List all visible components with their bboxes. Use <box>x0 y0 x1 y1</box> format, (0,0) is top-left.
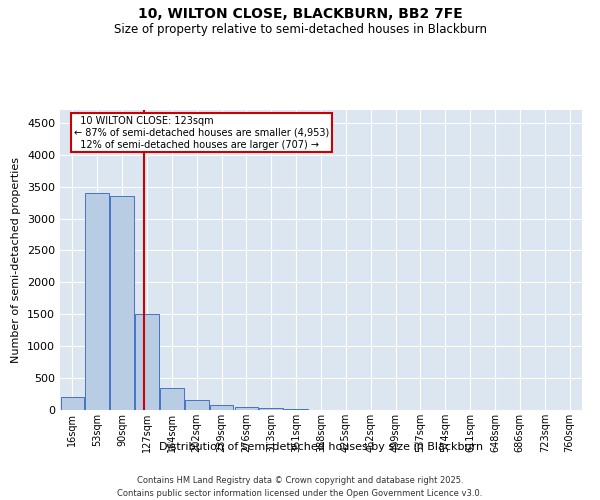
Text: Contains HM Land Registry data © Crown copyright and database right 2025.
Contai: Contains HM Land Registry data © Crown c… <box>118 476 482 498</box>
Bar <box>284 409 308 410</box>
Bar <box>160 388 184 410</box>
Bar <box>185 400 209 410</box>
Bar <box>210 405 233 410</box>
Bar <box>110 196 134 410</box>
Bar <box>259 408 283 410</box>
Bar <box>235 407 258 410</box>
Y-axis label: Number of semi-detached properties: Number of semi-detached properties <box>11 157 22 363</box>
Text: Distribution of semi-detached houses by size in Blackburn: Distribution of semi-detached houses by … <box>159 442 483 452</box>
Bar <box>135 314 159 410</box>
Bar <box>61 397 84 410</box>
Bar <box>85 193 109 410</box>
Text: 10 WILTON CLOSE: 123sqm
← 87% of semi-detached houses are smaller (4,953)
  12% : 10 WILTON CLOSE: 123sqm ← 87% of semi-de… <box>74 116 329 150</box>
Text: Size of property relative to semi-detached houses in Blackburn: Size of property relative to semi-detach… <box>113 22 487 36</box>
Text: 10, WILTON CLOSE, BLACKBURN, BB2 7FE: 10, WILTON CLOSE, BLACKBURN, BB2 7FE <box>137 8 463 22</box>
